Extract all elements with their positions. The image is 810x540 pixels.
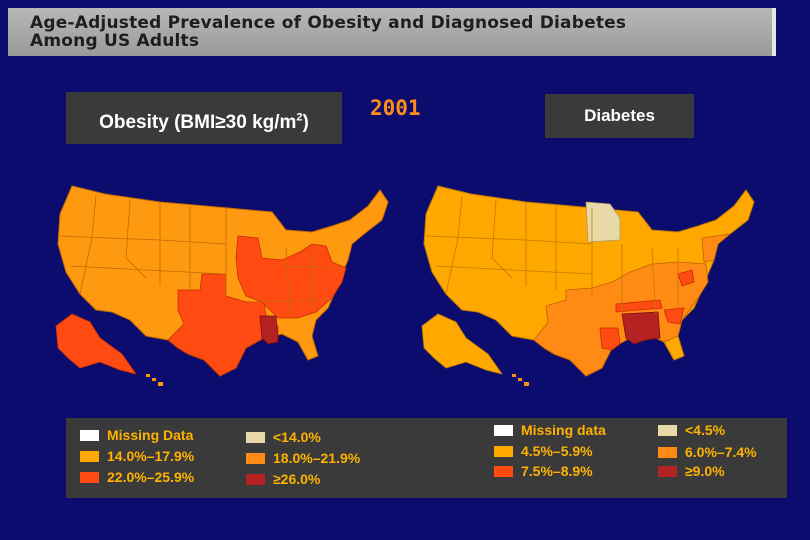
- diabetes-region-hawaii: [512, 374, 529, 386]
- legend-swatch: [80, 450, 99, 462]
- obesity-region-mississippi: [259, 315, 279, 345]
- obesity-region-hawaii: [146, 374, 163, 386]
- legend-swatch: [658, 424, 677, 436]
- legend-swatch: [658, 446, 677, 458]
- diabetes-legend-item: 7.5%–8.9%: [494, 463, 593, 479]
- diabetes-legend-item: <4.5%: [658, 422, 725, 438]
- legend-label: Missing data: [521, 422, 606, 438]
- title-bar: Age-Adjusted Prevalence of Obesity and D…: [8, 8, 776, 56]
- legend-label: 4.5%–5.9%: [521, 443, 593, 459]
- obesity-legend-item: <14.0%: [246, 429, 321, 445]
- legend-swatch: [494, 424, 513, 436]
- obesity-map-label: Obesity (BMI≥30 kg/m2): [66, 92, 342, 144]
- legend-swatch: [246, 473, 265, 485]
- legend-swatch: [494, 465, 513, 477]
- diabetes-legend-item: 4.5%–5.9%: [494, 443, 593, 459]
- obesity-region-midwest-east: [235, 235, 347, 319]
- legend-label: ≥26.0%: [273, 471, 321, 487]
- diabetes-legend-item: 6.0%–7.4%: [658, 444, 757, 460]
- diabetes-region-mississippi-alabama: [621, 311, 661, 345]
- legend-label: Missing Data: [107, 427, 194, 443]
- title-line-2: Among US Adults: [30, 31, 200, 51]
- diabetes-region-louisiana: [599, 327, 621, 351]
- legend-label: <14.0%: [273, 429, 321, 445]
- diabetes-legend-item: ≥9.0%: [658, 463, 725, 479]
- legend-swatch: [80, 429, 99, 441]
- obesity-label-sup: 2: [296, 111, 303, 124]
- year-label: 2001: [370, 96, 421, 120]
- diabetes-us-map: [421, 185, 755, 386]
- obesity-legend-item: 22.0%–25.9%: [80, 469, 194, 485]
- obesity-legend-item: 14.0%–17.9%: [80, 448, 194, 464]
- legend-label: ≥9.0%: [685, 463, 725, 479]
- diabetes-region-minnesota: [585, 201, 621, 243]
- legend-swatch: [658, 465, 677, 477]
- diabetes-region-south-carolina: [663, 307, 685, 325]
- diabetes-region-northeast: [701, 233, 732, 263]
- legend-label: 22.0%–25.9%: [107, 469, 195, 485]
- title-line-1: Age-Adjusted Prevalence of Obesity and D…: [30, 13, 627, 33]
- legend-label: 6.0%–7.4%: [685, 444, 757, 460]
- diabetes-map-label: Diabetes: [545, 94, 694, 138]
- legend-label: 14.0%–17.9%: [107, 448, 195, 464]
- obesity-legend-item: ≥26.0%: [246, 471, 320, 487]
- diabetes-region-alaska: [421, 313, 503, 375]
- obesity-region-alaska: [55, 313, 137, 375]
- obesity-legend-item: Missing Data: [80, 427, 193, 443]
- obesity-label-end: ): [302, 112, 309, 133]
- obesity-state-lines: [59, 195, 341, 315]
- legend-swatch: [80, 471, 99, 483]
- diabetes-region-west-virginia: [677, 269, 695, 287]
- legend-label: 18.0%–21.9%: [273, 450, 361, 466]
- legend-label: <4.5%: [685, 422, 726, 438]
- diabetes-state-lines: [425, 195, 679, 315]
- obesity-us-map: [55, 185, 389, 386]
- legend-swatch: [246, 431, 265, 443]
- diabetes-region-tennessee: [615, 299, 663, 313]
- legend-swatch: [246, 452, 265, 464]
- legend-panel: Missing Data 14.0%–17.9% 22.0%–25.9% <14…: [66, 418, 787, 498]
- diabetes-legend-item: Missing data: [494, 422, 606, 438]
- legend-swatch: [494, 445, 513, 457]
- obesity-legend-item: 18.0%–21.9%: [246, 450, 360, 466]
- obesity-label-main: Obesity (BMI≥30 kg/m: [99, 112, 297, 133]
- legend-label: 7.5%–8.9%: [521, 463, 593, 479]
